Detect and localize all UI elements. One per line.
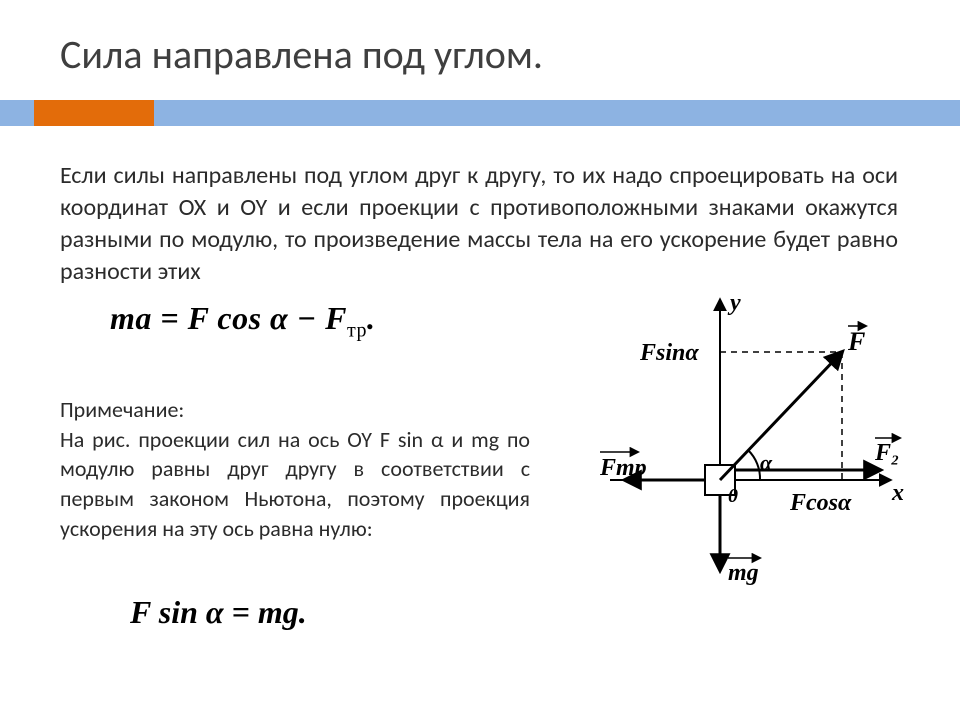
slide: Сила направлена под углом. Если силы нап… xyxy=(0,0,960,720)
label-vector-mg: mg xyxy=(728,560,759,586)
slide-title: Сила направлена под углом. xyxy=(60,30,543,79)
formula-rhs2-sub: тр xyxy=(347,319,367,341)
label-fsin: Fsinα xyxy=(639,340,699,366)
note-text: На рис. проекции сил на ось OY F sin α и… xyxy=(60,426,530,542)
label-y-axis: y xyxy=(727,290,741,316)
rule-segment-right xyxy=(154,100,960,126)
formula-eq: = xyxy=(152,300,188,336)
label-vector-f: F xyxy=(847,327,865,356)
formula-rhs2-base: F xyxy=(325,300,347,336)
formula-dot: . xyxy=(367,300,376,336)
main-paragraph: Если силы направлены под углом друг к др… xyxy=(60,160,898,289)
label-origin: 0 xyxy=(728,485,738,507)
label-fcos: Fcosα xyxy=(789,490,852,516)
angle-arc xyxy=(748,450,760,480)
label-vector-ftr: Fтр xyxy=(599,455,647,481)
rule-segment-accent xyxy=(34,100,154,126)
formula-minus: − xyxy=(288,300,325,336)
formula-rhs1: F cos α xyxy=(188,300,289,336)
note-block: Примечание: На рис. проекции сил на ось … xyxy=(60,395,530,543)
label-x-axis: x xyxy=(891,480,904,506)
label-angle: α xyxy=(760,450,773,475)
vector-f xyxy=(720,352,842,480)
rule-segment-left xyxy=(0,100,34,126)
formula-lhs: ma xyxy=(110,300,152,336)
force-diagram: y x 0 F F₂ Fтр mg Fsinα Fcosα α xyxy=(580,280,920,590)
formula-note: F sin α = mg. xyxy=(130,594,307,631)
accent-rule xyxy=(0,100,960,126)
formula-main: ma = F cos α − Fтр. xyxy=(110,300,375,342)
label-vector-f2: F₂ xyxy=(874,440,899,466)
note-heading: Примечание: xyxy=(60,396,184,423)
